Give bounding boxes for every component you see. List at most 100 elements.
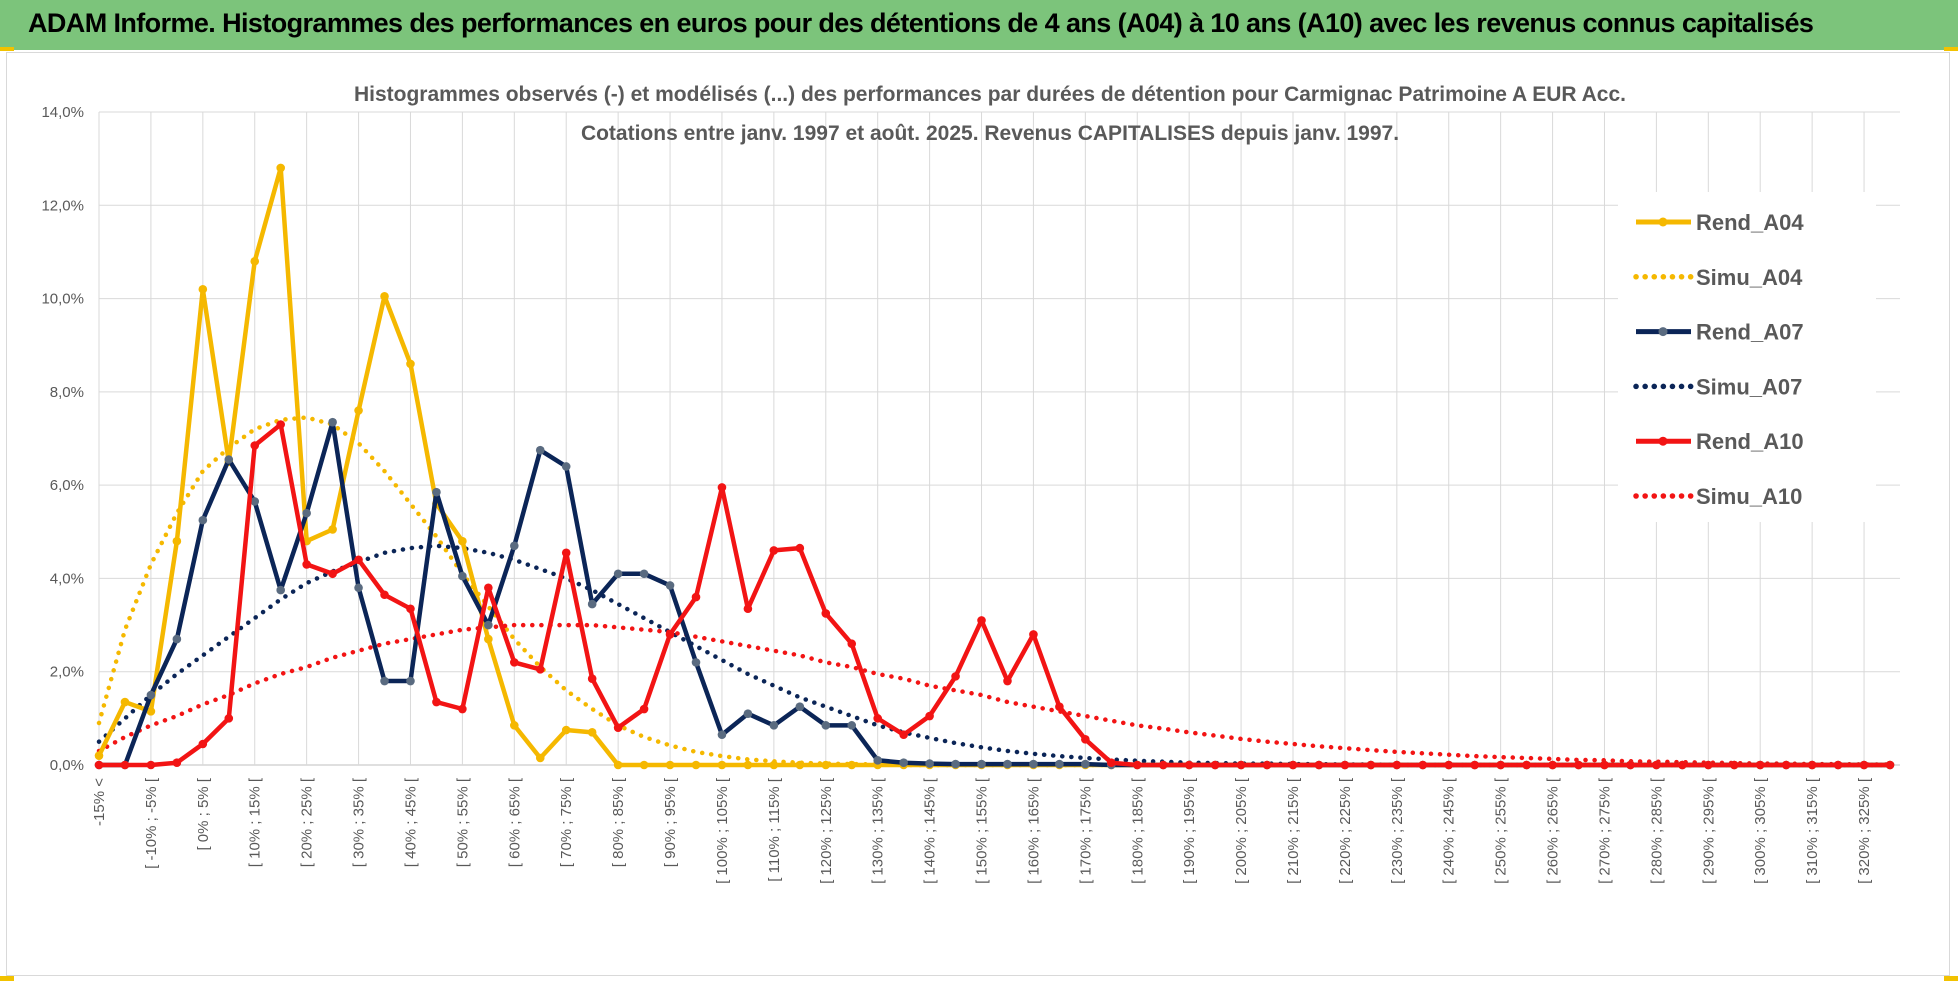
data-point xyxy=(821,721,831,730)
series-line xyxy=(96,622,1893,767)
data-point xyxy=(925,711,934,721)
data-point xyxy=(224,455,234,464)
series-layer xyxy=(94,163,1895,770)
data-point xyxy=(639,760,649,770)
data-point xyxy=(587,728,597,737)
data-point xyxy=(250,441,260,450)
banner: ADAM Informe. Histogrammes des performan… xyxy=(0,0,1958,50)
data-point xyxy=(743,709,753,718)
legend-label: Simu_A04 xyxy=(1696,265,1803,290)
data-point xyxy=(613,723,623,732)
data-point xyxy=(1729,760,1739,770)
data-point xyxy=(458,571,467,581)
data-point xyxy=(250,497,260,506)
data-point xyxy=(743,760,753,770)
data-point xyxy=(977,616,986,625)
data-point xyxy=(535,665,545,674)
series-simu-a10 xyxy=(96,622,1893,767)
data-point xyxy=(1029,630,1038,639)
x-tick-label: [ 40% ; 45% [ xyxy=(402,777,419,867)
x-tick-label: [ 280% ; 285% [ xyxy=(1648,777,1665,884)
data-point xyxy=(1392,760,1402,770)
data-point xyxy=(120,697,130,707)
data-point xyxy=(354,583,363,593)
x-tick-label: [ 130% ; 135% [ xyxy=(870,777,887,884)
legend-label: Simu_A10 xyxy=(1696,484,1802,509)
legend-item-rend-a04: Rend_A04 xyxy=(1636,210,1804,235)
data-point xyxy=(172,758,182,767)
x-tick-label: [ 210% ; 215% [ xyxy=(1285,777,1302,884)
y-tick-label: 2,0% xyxy=(50,664,84,681)
corner-accent-bottom-right xyxy=(1944,976,1958,981)
data-point xyxy=(146,690,156,700)
data-point xyxy=(1288,760,1298,770)
data-point xyxy=(795,543,805,553)
data-point xyxy=(1678,760,1687,770)
data-point xyxy=(717,730,727,739)
data-point xyxy=(484,634,493,644)
x-tick-label: [ 270% ; 275% [ xyxy=(1596,777,1613,884)
data-point xyxy=(847,721,857,730)
data-point xyxy=(639,569,649,579)
data-point xyxy=(899,730,908,739)
series-line xyxy=(99,422,1890,768)
chart-title: Histogrammes observés (-) et modélisés (… xyxy=(354,83,1626,106)
legend-marker xyxy=(1658,327,1668,337)
x-axis-ticks: -15% < [ -10% ; -5% [[ 0% ; 5% [[ 10% ; 1… xyxy=(91,777,1873,884)
data-point xyxy=(406,359,415,369)
data-point xyxy=(1029,759,1038,769)
series-rend-a10 xyxy=(94,420,1895,770)
data-point xyxy=(795,702,805,711)
data-point xyxy=(769,546,779,555)
legend-box xyxy=(1618,192,1876,522)
data-point xyxy=(1262,760,1272,770)
x-tick-label: [ 260% ; 265% [ xyxy=(1545,777,1562,884)
data-point xyxy=(613,760,623,770)
x-tick-label: [ 200% ; 205% [ xyxy=(1233,777,1250,884)
x-tick-label: [ 20% ; 25% [ xyxy=(299,777,316,867)
x-tick-label: [ 320% ; 325% [ xyxy=(1856,777,1873,884)
data-point xyxy=(665,581,675,590)
data-point xyxy=(1444,760,1454,770)
y-tick-label: 4,0% xyxy=(50,570,84,587)
data-point xyxy=(1885,760,1895,770)
data-point xyxy=(484,583,493,593)
data-point xyxy=(899,758,908,767)
x-tick-label: [ 220% ; 225% [ xyxy=(1337,777,1354,884)
chart-subtitle: Cotations entre janv. 1997 et août. 2025… xyxy=(581,122,1399,145)
data-point xyxy=(873,756,882,765)
data-point xyxy=(1055,702,1064,711)
data-point xyxy=(587,674,597,684)
data-point xyxy=(1340,760,1350,770)
data-point xyxy=(510,541,519,551)
x-tick-label: [ 10% ; 15% [ xyxy=(247,777,264,867)
data-point xyxy=(717,483,727,492)
corner-accent-top-right xyxy=(1944,47,1958,51)
data-point xyxy=(1314,760,1324,770)
data-point xyxy=(328,569,337,579)
data-point xyxy=(1081,735,1090,744)
y-axis-ticks: 0,0% 2,0% 4,0% 6,0% 8,0% 10,0% 12,0% 14,0% xyxy=(41,104,84,774)
data-point xyxy=(1548,760,1557,770)
data-point xyxy=(380,590,389,600)
data-point xyxy=(172,536,182,546)
x-tick-label: [ 50% ; 55% [ xyxy=(454,777,471,867)
data-point xyxy=(535,753,545,763)
data-point xyxy=(691,760,701,770)
x-tick-label: [ 170% ; 175% [ xyxy=(1077,777,1094,884)
data-point xyxy=(561,548,571,558)
data-point xyxy=(821,760,831,770)
data-point xyxy=(769,721,779,730)
x-tick-label: [ 120% ; 125% [ xyxy=(818,777,835,884)
corner-accent-bottom-left xyxy=(0,976,14,981)
data-point xyxy=(146,760,156,770)
x-tick-label: [ 80% ; 85% [ xyxy=(610,777,627,867)
data-point xyxy=(951,759,960,769)
data-point xyxy=(1003,676,1012,686)
data-point xyxy=(380,291,389,301)
data-point xyxy=(717,760,727,770)
legend-marker xyxy=(1658,436,1668,446)
data-point xyxy=(406,676,415,686)
y-tick-label: 0,0% xyxy=(50,757,84,774)
data-point xyxy=(328,525,337,534)
